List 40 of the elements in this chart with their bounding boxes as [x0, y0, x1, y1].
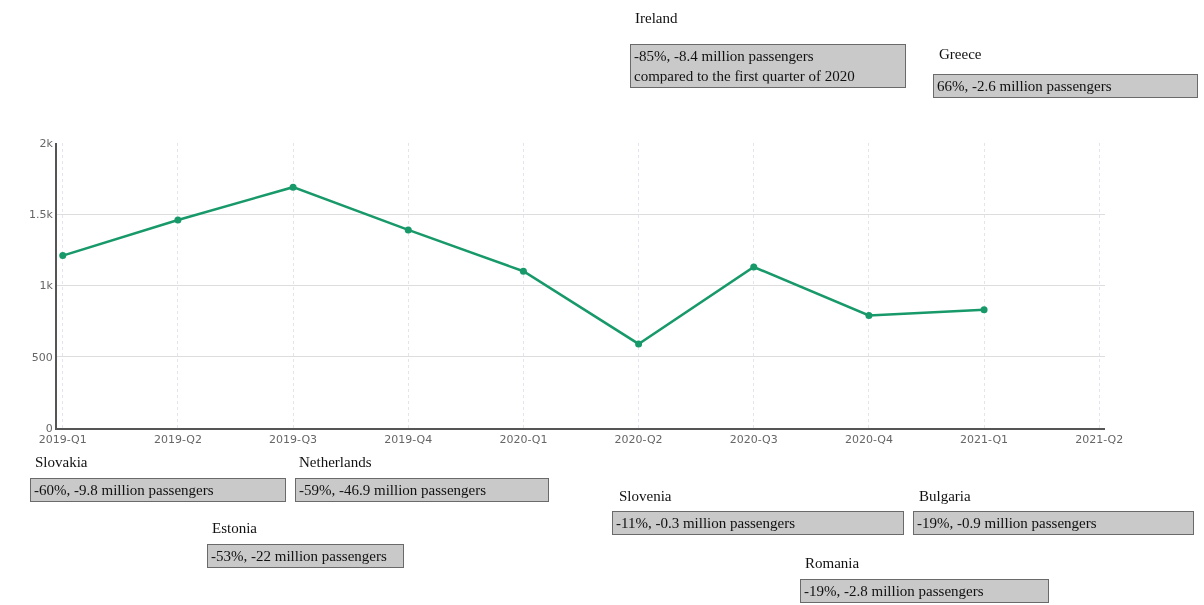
point	[289, 183, 297, 191]
text: Slovakia	[35, 454, 88, 470]
point	[174, 216, 182, 224]
point	[635, 340, 643, 348]
text: -53%, -22 million passengers	[211, 548, 387, 564]
x-tick-label: 2019-Q1	[38, 433, 87, 447]
y-tick-label: 1k	[39, 279, 54, 293]
text: 66%, -2.6 million passengers	[937, 78, 1112, 94]
text: Romania	[805, 555, 860, 571]
x-tick-label: 2020-Q3	[729, 433, 778, 447]
point	[980, 306, 988, 314]
x-tick-label: 2020-Q1	[499, 433, 548, 447]
point	[519, 267, 527, 275]
y-tick-label: 0	[45, 421, 53, 435]
text: -11%, -0.3 million passengers	[616, 515, 796, 531]
point	[865, 311, 873, 319]
text: -19%, -2.8 million passengers	[804, 583, 984, 599]
text: -85%, -8.4 million passengers compared to the first quarter of 2020	[634, 48, 855, 84]
x-tick-label: 2020-Q4	[844, 433, 893, 447]
text: Greece	[939, 46, 982, 62]
point	[59, 252, 67, 260]
text: -60%, -9.8 million passengers	[34, 482, 214, 498]
text: Netherlands	[299, 454, 372, 470]
y-tick-label: 500	[31, 350, 53, 364]
point	[750, 263, 758, 271]
x-tick-label: 2020-Q2	[614, 433, 663, 447]
text: Slovenia	[619, 488, 672, 504]
x-tick-label: 2021-Q1	[960, 433, 1009, 447]
point	[404, 226, 412, 234]
x-tick-label: 2021-Q2	[1075, 433, 1124, 447]
x-tick-label: 2019-Q4	[384, 433, 433, 447]
text: -59%, -46.9 million passengers	[299, 482, 487, 498]
text: Bulgaria	[919, 488, 971, 504]
y-tick-label: 1.5k	[28, 208, 54, 222]
text: Estonia	[212, 520, 258, 536]
x-tick-label: 2019-Q3	[269, 433, 318, 447]
y-tick-label: 2k	[39, 136, 54, 150]
x-tick-label: 2019-Q2	[153, 433, 202, 447]
text: -19%, -0.9 million passengers	[917, 515, 1097, 531]
text: Ireland	[635, 10, 678, 26]
